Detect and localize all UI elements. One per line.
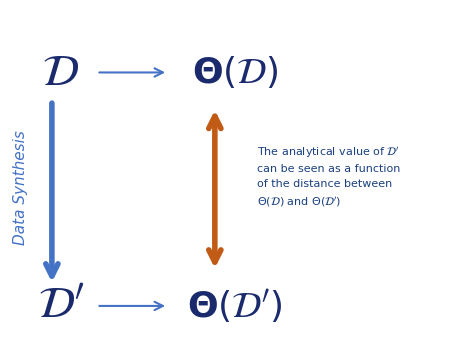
Text: $\mathbf{\Theta}(\mathcal{D}')$: $\mathbf{\Theta}(\mathcal{D}')$ [187, 287, 282, 325]
Text: The analytical value of $\mathcal{D}'$
can be seen as a function
of the distance: The analytical value of $\mathcal{D}'$ c… [257, 145, 400, 209]
Text: $\mathcal{D}'$: $\mathcal{D}'$ [37, 284, 84, 327]
Text: Data Synthesis: Data Synthesis [13, 130, 28, 245]
Text: $\mathcal{D}$: $\mathcal{D}$ [42, 51, 79, 94]
Text: $\mathbf{\Theta}(\mathcal{D})$: $\mathbf{\Theta}(\mathcal{D})$ [191, 55, 278, 91]
